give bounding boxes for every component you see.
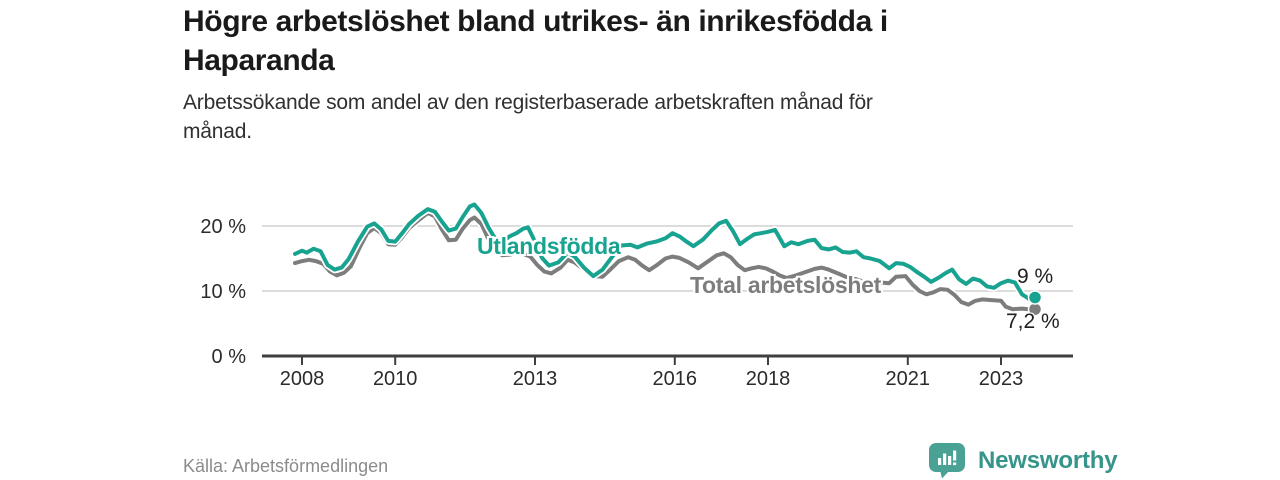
x-tick-label-2008: 2008: [280, 368, 325, 390]
end-dot-utlandsfodda: [1027, 290, 1043, 305]
newsworthy-logo-text: Newsworthy: [978, 446, 1118, 474]
source-note: Källa: Arbetsförmedlingen: [183, 456, 389, 476]
y-tick-label-20: 20 %: [200, 216, 246, 238]
y-tick-label-0: 0 %: [212, 346, 247, 368]
series-line-casing: [291, 200, 1039, 303]
chart-subtitle-line2: månad.: [183, 120, 252, 143]
x-tick-label-2010: 2010: [373, 368, 418, 390]
x-tick-label-2023: 2023: [979, 368, 1024, 390]
page-title: Högre arbetslöshet bland utrikes- än inr…: [183, 2, 1083, 80]
page-title-line2: Haparanda: [183, 44, 335, 77]
chart-subtitle: Arbetssökande som andel av den registerb…: [183, 88, 1063, 146]
page-title-line1: Högre arbetslöshet bland utrikes- än inr…: [183, 5, 888, 38]
x-tick-label-2018: 2018: [746, 368, 791, 390]
end-value-label-total: 7,2 %: [1006, 310, 1060, 333]
newsworthy-logo-icon: [929, 443, 965, 479]
series-label-total-arbetsloshet: Total arbetslöshet: [690, 272, 881, 298]
end-value-label-utlandsfodda: 9 %: [1017, 265, 1054, 288]
bar-chart-icon: [938, 450, 957, 466]
y-tick-label-10: 10 %: [200, 281, 246, 303]
x-tick-label-2013: 2013: [513, 368, 558, 390]
newsworthy-logo[interactable]: Newsworthy: [927, 442, 1118, 479]
x-tick-label-2021: 2021: [886, 368, 931, 390]
series-label-utlandsfodda: Utlandsfödda: [477, 233, 621, 259]
chart-subtitle-line1: Arbetssökande som andel av den registerb…: [183, 91, 873, 114]
series-line-utlandsfodda: [293, 202, 1037, 301]
x-tick-label-2016: 2016: [653, 368, 698, 390]
